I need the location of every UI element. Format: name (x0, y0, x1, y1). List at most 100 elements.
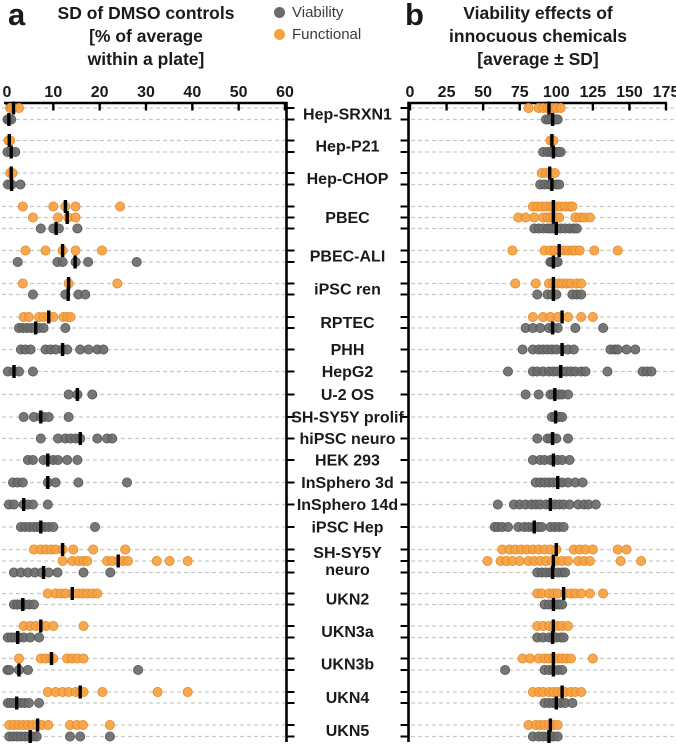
median-marker (560, 310, 564, 324)
category-label: U-2 OS (321, 387, 375, 404)
data-point-functional (482, 556, 493, 567)
data-point-viability (563, 389, 574, 400)
data-point-functional (122, 556, 133, 567)
data-point-functional (576, 311, 587, 322)
data-point-viability (646, 366, 657, 377)
median-marker (551, 211, 556, 224)
data-point-functional (589, 245, 600, 256)
median-marker (551, 255, 556, 269)
category-label: InSphero 3d (301, 475, 393, 492)
median-marker (65, 211, 69, 224)
data-point-functional (17, 278, 28, 289)
data-point-viability (564, 454, 575, 465)
data-point-functional (182, 687, 193, 698)
median-marker (550, 566, 555, 579)
data-point-functional (527, 311, 538, 322)
median-marker (7, 113, 11, 126)
data-point-functional (13, 653, 24, 664)
median-marker (70, 587, 74, 600)
legend-label-functional: Functional (292, 25, 362, 43)
data-point-functional (525, 653, 536, 664)
data-point-viability (27, 366, 38, 377)
data-point-viability (63, 389, 74, 400)
data-point-viability (27, 454, 38, 465)
data-point-viability (22, 665, 33, 676)
data-point-functional (576, 278, 587, 289)
data-point-viability (577, 477, 588, 488)
data-point-functional (70, 245, 81, 256)
data-point-viability (552, 731, 563, 742)
median-marker (560, 685, 564, 699)
data-point-viability (52, 567, 63, 578)
data-point-functional (27, 212, 38, 223)
data-point-functional (82, 556, 93, 567)
data-point-functional (598, 588, 609, 599)
panel-a-title-line3: within a plate] (87, 49, 205, 69)
data-point-viability (15, 179, 26, 190)
median-marker (550, 321, 555, 335)
legend-item-functional: Functional (274, 23, 361, 45)
data-point-viability (536, 522, 547, 533)
data-point-functional (514, 556, 525, 567)
median-marker (551, 652, 556, 665)
data-point-viability (532, 289, 543, 300)
data-point-functional (621, 544, 632, 555)
data-point-functional (576, 687, 587, 698)
panel-b-title-line2: innocuous chemicals (449, 26, 627, 46)
functional-dot-icon (274, 28, 285, 40)
data-point-functional (17, 201, 28, 212)
median-marker (49, 652, 54, 665)
median-marker (22, 498, 26, 511)
data-point-functional (584, 212, 595, 223)
data-point-viability (552, 114, 563, 125)
median-marker (78, 685, 82, 699)
panel-b-letter: b (405, 0, 424, 32)
data-point-viability (73, 477, 84, 488)
median-marker (554, 222, 558, 235)
median-marker (60, 244, 65, 257)
median-marker (551, 554, 556, 568)
data-point-viability (533, 389, 544, 400)
data-point-functional (43, 720, 54, 731)
data-point-viability (34, 632, 45, 643)
data-point-functional (70, 201, 81, 212)
data-point-viability (590, 499, 601, 510)
data-point-viability (567, 698, 578, 709)
median-marker (11, 101, 16, 115)
legend: Viability Functional (274, 1, 361, 45)
category-label: UKN2 (326, 592, 370, 609)
median-marker (28, 730, 32, 743)
legend-item-viability: Viability (274, 1, 361, 23)
axis-tick-label: 150 (616, 84, 643, 101)
category-label: UKN3b (321, 657, 375, 674)
data-point-viability (83, 256, 94, 267)
data-point-functional (584, 556, 595, 567)
data-point-viability (570, 322, 581, 333)
median-marker (551, 200, 556, 213)
median-marker (16, 631, 20, 644)
data-point-functional (587, 544, 598, 555)
data-point-viability (27, 289, 38, 300)
data-point-functional (576, 588, 587, 599)
median-marker (39, 619, 43, 633)
data-point-viability (50, 477, 61, 488)
median-marker (551, 663, 556, 677)
median-marker (550, 631, 555, 644)
data-point-viability (621, 344, 632, 355)
panel-a-letter: a (8, 0, 26, 32)
data-point-functional (112, 278, 123, 289)
data-point-functional (78, 621, 89, 632)
data-point-viability (75, 344, 86, 355)
data-point-functional (574, 245, 585, 256)
data-point-viability (28, 599, 39, 610)
data-point-viability (576, 289, 587, 300)
median-marker (41, 566, 46, 579)
data-point-viability (43, 411, 54, 422)
category-label: Hep-CHOP (307, 171, 389, 188)
median-marker (559, 365, 563, 378)
median-marker (73, 255, 77, 269)
data-point-viability (25, 344, 36, 355)
data-point-viability (564, 499, 575, 510)
data-point-viability (87, 389, 98, 400)
